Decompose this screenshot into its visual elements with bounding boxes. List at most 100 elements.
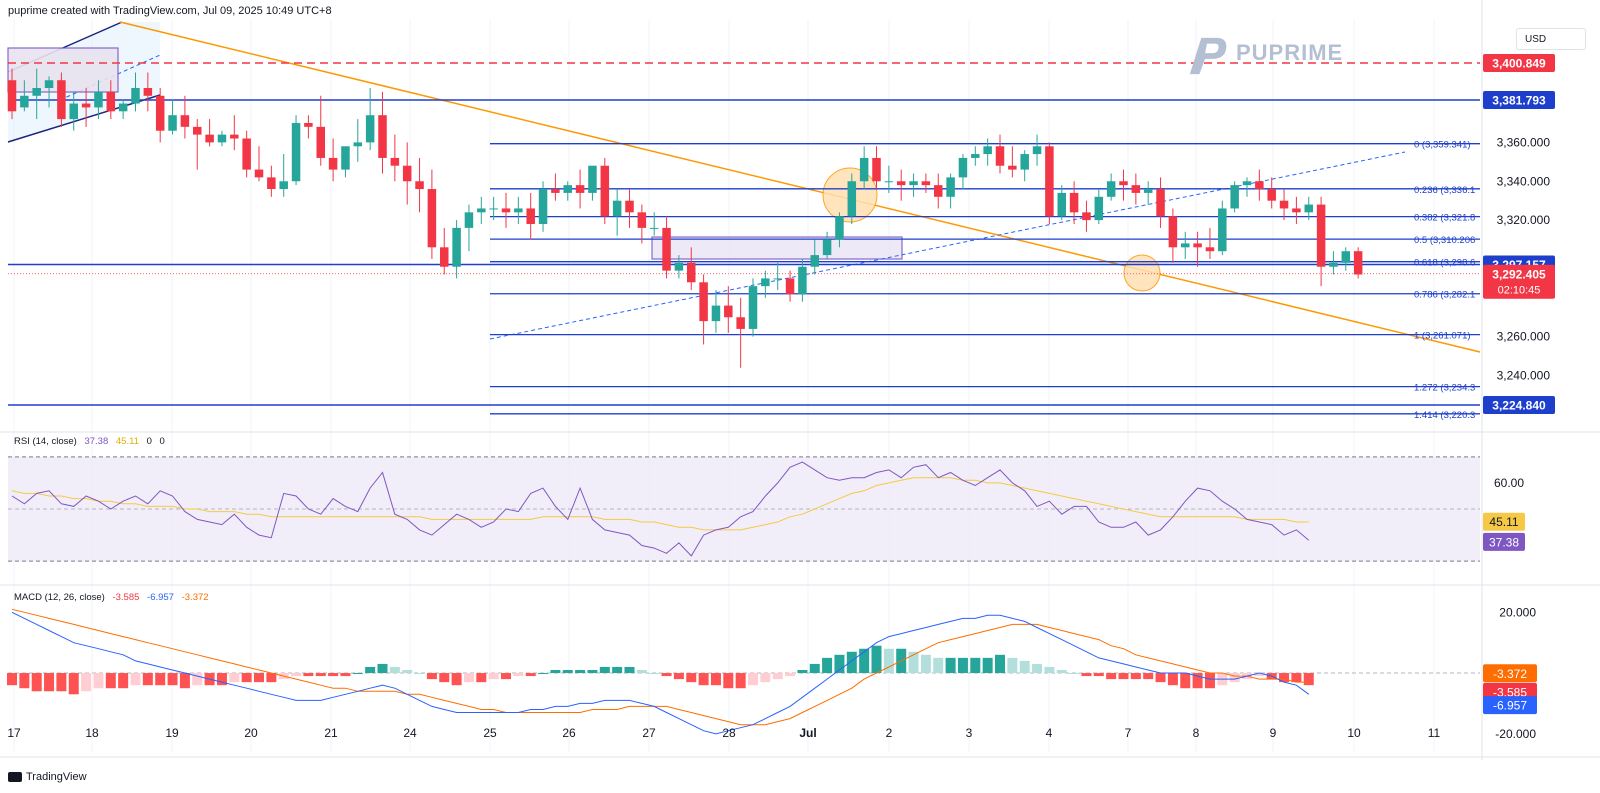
rsi-legend-extra-2: 0 bbox=[159, 436, 165, 447]
candle-body-57 bbox=[711, 305, 721, 322]
macd-line bbox=[11, 611, 1310, 735]
macd-hist-bar-52 bbox=[649, 673, 660, 675]
macd-hist-bar-7 bbox=[93, 673, 104, 689]
macd-hist-bar-91 bbox=[1130, 673, 1141, 680]
candle-body-69 bbox=[859, 157, 869, 182]
rsi-tag: 37.38 bbox=[1489, 535, 1519, 549]
candle-body-86 bbox=[1069, 192, 1079, 213]
candle-body-93 bbox=[1156, 189, 1165, 217]
macd-hist-bar-55 bbox=[686, 673, 697, 683]
candle-body-8 bbox=[106, 91, 116, 112]
macd-hist-bar-30 bbox=[377, 663, 388, 674]
candle-body-35 bbox=[440, 247, 449, 267]
candle-body-79 bbox=[983, 146, 992, 155]
macd-signal-tag: -3.372 bbox=[1493, 667, 1527, 681]
candle-body-7 bbox=[94, 91, 103, 108]
candle-body-14 bbox=[180, 115, 190, 127]
macd-hist-bar-78 bbox=[970, 657, 981, 674]
time-tick-5: 24 bbox=[403, 726, 417, 740]
macd-hist-bar-29 bbox=[365, 666, 376, 674]
macd-legend-hist: -3.585 bbox=[112, 592, 140, 603]
candle-body-63 bbox=[785, 278, 795, 294]
price-levels: 0 (3,359.341) 0.236 (3,336.1 0.382 (3,321.… bbox=[8, 62, 1480, 421]
time-tick-13: 4 bbox=[1046, 726, 1053, 740]
level-tag-1-bg bbox=[1483, 91, 1555, 110]
candle-body-41 bbox=[514, 208, 523, 213]
candle-body-19 bbox=[242, 138, 251, 170]
rsi-legend-extra-1: 0 bbox=[146, 436, 152, 447]
time-tick-16: 9 bbox=[1270, 726, 1277, 740]
indicator-bands bbox=[8, 456, 1480, 674]
candle-body-97 bbox=[1205, 247, 1215, 252]
candle-body-75 bbox=[934, 185, 943, 197]
macd-hist-bar-96 bbox=[1192, 673, 1203, 689]
macd-hist-bar-80 bbox=[995, 654, 1005, 674]
macd-hist-bar-97 bbox=[1204, 673, 1215, 689]
candle-body-108 bbox=[1341, 251, 1351, 263]
puprime-logo-icon bbox=[1189, 37, 1227, 75]
macd-hist-bar-21 bbox=[266, 673, 277, 683]
macd-hist-bar-99 bbox=[1229, 673, 1240, 683]
macd-hist-bar-101 bbox=[1254, 673, 1265, 677]
level-tag-3: 3,224.840 bbox=[1492, 398, 1546, 412]
candle-body-34 bbox=[427, 189, 437, 248]
candle-body-81 bbox=[1008, 165, 1017, 170]
candle-body-3 bbox=[44, 80, 54, 88]
macd-hist-bar-76 bbox=[945, 657, 956, 674]
macd-hist-bar-81 bbox=[1007, 657, 1018, 674]
candle-body-16 bbox=[205, 134, 214, 143]
time-tick-15: 8 bbox=[1193, 726, 1200, 740]
candle-body-53 bbox=[662, 227, 671, 271]
time-tick-6: 25 bbox=[483, 726, 497, 740]
candle-body-100 bbox=[1242, 181, 1252, 186]
candle-body-9 bbox=[118, 103, 128, 112]
macd-hist-bar-103 bbox=[1279, 673, 1290, 683]
candle-body-11 bbox=[143, 88, 153, 96]
macd-hist-bar-4 bbox=[56, 673, 67, 692]
currency-button[interactable]: USD bbox=[1516, 28, 1586, 50]
macd-hist-bar-10 bbox=[130, 673, 141, 686]
candle-body-52 bbox=[649, 227, 659, 229]
macd-hist-bar-59 bbox=[735, 673, 746, 689]
macd-hist-bar-6 bbox=[81, 673, 92, 692]
macd-hist-bar-83 bbox=[1032, 663, 1043, 674]
candle-body-106 bbox=[1316, 204, 1326, 267]
fib-label-0.618: 0.618 (3,298.6 bbox=[1414, 258, 1475, 269]
macd-hist-bar-57 bbox=[710, 673, 721, 686]
candle-body-12 bbox=[155, 95, 165, 131]
macd-hist-bar-33 bbox=[414, 673, 425, 675]
candle-body-87 bbox=[1082, 212, 1091, 221]
macd-hist-bar-45 bbox=[562, 670, 573, 674]
rsi-legend-title: RSI (14, close) bbox=[14, 436, 77, 447]
brand-name: PUPRIME bbox=[1236, 40, 1344, 65]
macd-hist-bar-66 bbox=[822, 657, 833, 674]
fib-label-0.5: 0.5 (3,310.206 bbox=[1414, 235, 1475, 246]
candle-body-27 bbox=[341, 146, 350, 170]
tradingview-text: TradingView bbox=[26, 771, 87, 783]
level-tag-0: 3,400.849 bbox=[1492, 57, 1546, 71]
candle-body-17 bbox=[217, 134, 227, 143]
level-tag-3-bg bbox=[1483, 395, 1555, 414]
fib-label-0.382: 0.382 (3,321.8 bbox=[1414, 213, 1475, 224]
macd-hist-bar-27 bbox=[340, 673, 351, 677]
price-tick-0: 3,360.000 bbox=[1497, 135, 1551, 149]
candle-body-44 bbox=[551, 189, 560, 193]
candle-body-43 bbox=[538, 189, 548, 224]
candle-body-49 bbox=[612, 200, 622, 217]
candle-body-96 bbox=[1193, 243, 1202, 248]
candle-body-36 bbox=[452, 227, 461, 267]
macd-hist-bar-63 bbox=[785, 673, 796, 677]
macd-hist-bar-32 bbox=[402, 670, 413, 674]
highlight-circle-2 bbox=[1123, 254, 1161, 292]
macd-hist-bar-94 bbox=[1167, 673, 1178, 686]
candle-body-25 bbox=[316, 126, 325, 158]
rsi-ma-legend-value: 45.11 bbox=[115, 436, 139, 447]
time-tick-8: 27 bbox=[642, 726, 656, 740]
tradingview-footer[interactable]: TradingView bbox=[8, 771, 87, 783]
macd-hist-bar-41 bbox=[513, 673, 524, 677]
macd-hist-bar-67 bbox=[834, 654, 845, 674]
candle-body-83 bbox=[1032, 146, 1042, 155]
level-tag-0-bg bbox=[1483, 54, 1555, 73]
macd-hist-bar-56 bbox=[698, 673, 709, 686]
